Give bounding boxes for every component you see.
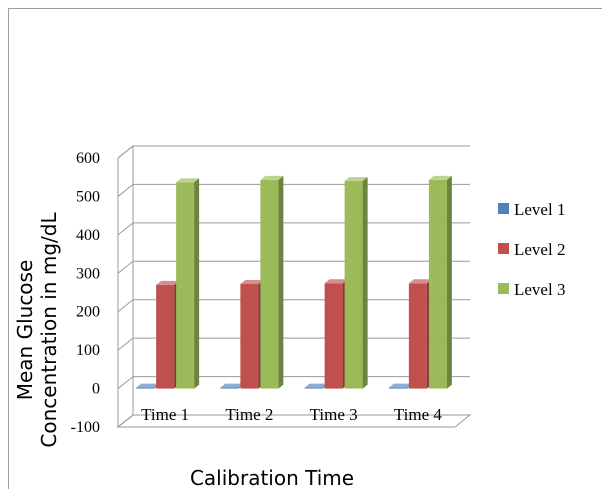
x-tick-label: Time 2 [225,405,273,424]
bar-front [136,387,155,389]
bar-front [240,284,259,389]
legend: Level 1 Level 2 Level 3 [498,200,565,299]
y-axis-label: Mean GlucoseConcentration in mg/dL [13,212,61,448]
bar [260,175,284,389]
bar-top [344,177,368,182]
legend-item: Level 1 [498,200,565,219]
bar-front [324,283,343,389]
legend-swatch [498,243,509,254]
bar [220,383,244,389]
y-tick-label: 100 [76,342,100,359]
chart-frame [8,8,602,489]
gridline [117,145,470,159]
bar-side [446,175,452,389]
chart-walls [116,144,472,429]
bar-front [156,284,175,389]
x-axis-ticks: Time 1 Time 2 Time 3 Time 4 [141,405,442,424]
x-axis-label: Calibration Time [190,466,354,490]
y-tick-label: 200 [76,304,100,321]
bar-top [260,175,284,180]
legend-label: Level 3 [514,280,565,299]
gridline [117,222,470,236]
bar-side [362,177,368,389]
bar-side [278,175,284,389]
x-tick-label: Time 4 [394,405,443,424]
bar [408,279,432,389]
y-axis-label-line: Mean Glucose [13,260,37,401]
side-wall [117,144,134,429]
bar [136,383,160,389]
legend-item: Level 3 [498,280,565,299]
y-tick-label: 600 [76,150,100,167]
bar-top [136,383,160,388]
gridline [117,183,470,197]
floor [116,414,472,428]
bar-front [220,387,239,389]
bar-top [240,280,264,285]
bar-front [344,181,363,389]
bar-front [260,179,279,389]
bar-top [156,280,180,285]
y-tick-label: 400 [76,227,100,244]
bar-front [408,283,427,389]
bar [388,383,412,389]
bar [176,178,200,389]
legend-item: Level 2 [498,240,565,259]
bar-top [388,383,412,388]
bar-top [176,178,200,183]
bar-front [388,387,407,389]
bars [136,175,452,389]
legend-label: Level 1 [514,200,565,219]
bar-top [220,383,244,388]
y-tick-label: -100 [71,419,100,436]
bar [428,175,452,389]
legend-swatch [498,203,509,214]
bar [240,280,264,389]
bar [156,280,180,389]
y-tick-label: 500 [76,188,100,205]
legend-swatch [498,283,509,294]
y-axis-ticks: -100 0 100 200 300 400 500 600 [71,150,100,436]
bar-front [176,182,195,389]
bar [324,279,348,389]
x-tick-label: Time 1 [141,405,189,424]
gridline [117,260,470,274]
bar-top [304,383,328,388]
y-axis-label-line: Concentration in mg/dL [37,212,61,448]
x-tick-label: Time 3 [310,405,358,424]
bar-front [304,387,323,389]
bar-top [324,279,348,284]
bar-top [408,279,432,284]
bar-side [194,178,200,389]
bar [344,177,368,389]
bar [304,383,328,389]
y-tick-label: 300 [76,265,100,282]
y-tick-label: 0 [92,381,100,398]
legend-label: Level 2 [514,240,565,259]
bar-front [428,179,447,389]
bar-top [428,175,452,180]
